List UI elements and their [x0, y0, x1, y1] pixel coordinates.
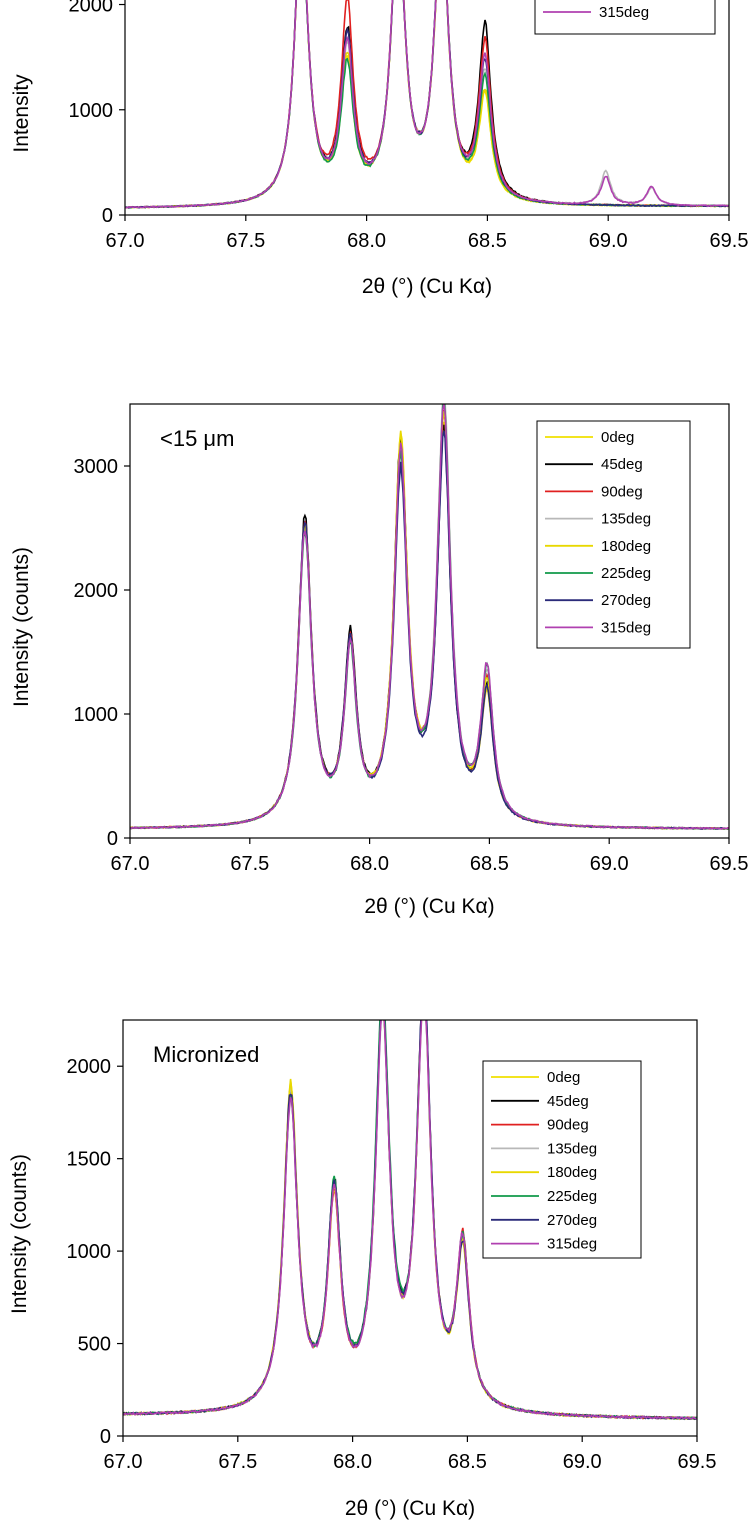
legend-entry: 225deg [547, 1188, 597, 1205]
y-tick-label: 0 [100, 1426, 111, 1448]
legend-box [482, 1060, 642, 1259]
y-tick-label: 2000 [69, 0, 114, 17]
legend-entry: 0deg [547, 1069, 580, 1086]
legend: 0deg 45deg 90deg 135deg 180deg 225deg 270deg 31… [482, 1060, 642, 1259]
y-tick-label: 2000 [74, 580, 119, 602]
y-tick-label: 1500 [67, 1149, 112, 1171]
x-tick-label: 68.0 [350, 853, 389, 875]
y-tick-label: 0 [107, 828, 118, 850]
legend-entry: 45deg [547, 1093, 589, 1110]
legend-entry: 135deg [547, 1140, 597, 1157]
legend-entry: 270deg [601, 592, 651, 609]
legend-entry: 90deg [601, 483, 643, 500]
y-tick-label: 0 [102, 205, 113, 227]
x-tick-label: 69.0 [590, 853, 629, 875]
x-axis-label: 2θ (°) (Cu Kα) [362, 275, 492, 298]
y-tick-label: 1000 [74, 704, 119, 726]
legend: 315deg [534, 0, 716, 35]
plot-frame [129, 403, 730, 839]
y-axis-label: Intensity [10, 74, 33, 153]
series-group [123, 1020, 697, 1421]
x-tick-label: 67.5 [226, 230, 265, 252]
panel-label: <15 μm [160, 426, 234, 451]
legend-entry: 90deg [547, 1117, 589, 1134]
x-tick-label: 69.5 [710, 853, 749, 875]
y-tick-label: 500 [78, 1334, 111, 1356]
legend-box [534, 0, 716, 35]
x-tick-label: 69.0 [563, 1451, 602, 1473]
x-tick-label: 67.5 [218, 1451, 257, 1473]
legend-entry: 135deg [601, 511, 651, 528]
plot-frame [122, 1019, 698, 1437]
chart-panel-2: 67.0 67.5 68.0 68.5 69.0 69.5 0 1000 2000 3000 2θ … [10, 403, 749, 918]
y-axis-label: Intensity (counts) [10, 547, 33, 707]
legend-entry: 45deg [601, 456, 643, 473]
x-tick-label: 67.0 [106, 230, 145, 252]
y-tick-label: 1000 [69, 100, 114, 122]
legend-entry: 180deg [601, 538, 651, 555]
y-tick-label: 3000 [74, 456, 119, 478]
x-axis-label: 2θ (°) (Cu Kα) [364, 895, 494, 918]
legend-entry: 0deg [601, 429, 634, 446]
x-tick-label: 68.5 [448, 1451, 487, 1473]
legend-entry: 270deg [547, 1212, 597, 1229]
x-tick-label: 67.0 [111, 853, 150, 875]
series-line-8 [130, 404, 729, 830]
series-line-8 [123, 1020, 697, 1420]
chart-panel-3: 67.0 67.5 68.0 68.5 69.0 69.5 0 500 1000 1500 2000… [8, 1019, 717, 1520]
plot-frame [124, 0, 730, 216]
series-group [130, 404, 729, 831]
x-tick-label: 67.0 [104, 1451, 143, 1473]
legend-entry: 225deg [601, 565, 651, 582]
legend-entry: 315deg [599, 4, 649, 21]
panel-label: Micronized [153, 1042, 259, 1067]
x-tick-label: 68.0 [333, 1451, 372, 1473]
x-tick-label: 69.5 [678, 1451, 717, 1473]
legend-entry: 180deg [547, 1164, 597, 1181]
legend-entry: 315deg [601, 619, 651, 636]
x-tick-label: 68.0 [347, 230, 386, 252]
legend-entry: 315deg [547, 1236, 597, 1253]
x-tick-label: 68.5 [470, 853, 509, 875]
x-tick-label: 69.5 [710, 230, 749, 252]
legend-box [536, 420, 691, 649]
x-tick-label: 69.0 [589, 230, 628, 252]
legend: 0deg 45deg 90deg 135deg 180deg 225deg 270deg 31… [536, 420, 691, 649]
y-tick-label: 2000 [67, 1056, 112, 1078]
chart-panel-1: 67.0 67.5 68.0 68.5 69.0 69.5 0 1000 2000 2θ (°) … [10, 0, 748, 298]
y-tick-label: 1000 [67, 1241, 112, 1263]
y-axis-label: Intensity (counts) [8, 1154, 31, 1314]
x-tick-label: 68.5 [468, 230, 507, 252]
series-group [125, 0, 729, 209]
x-tick-label: 67.5 [230, 853, 269, 875]
series-line-8 [125, 0, 729, 209]
x-axis-label: 2θ (°) (Cu Kα) [345, 1497, 475, 1520]
